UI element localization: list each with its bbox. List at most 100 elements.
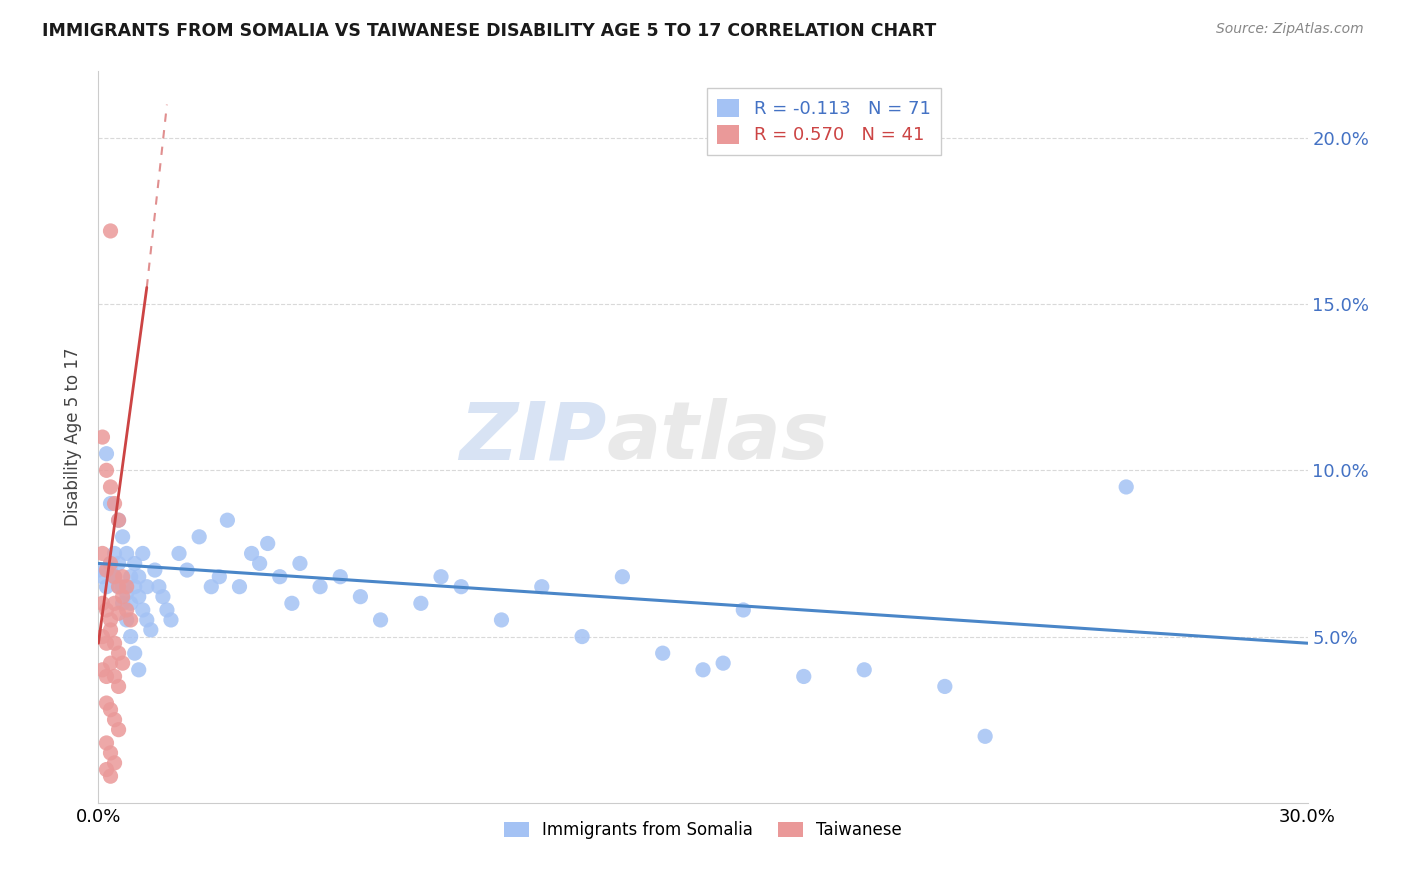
Point xyxy=(176,563,198,577)
Point xyxy=(160,613,183,627)
Point xyxy=(100,557,122,571)
Point xyxy=(208,570,231,584)
Point xyxy=(228,580,250,594)
Point xyxy=(103,570,125,584)
Point xyxy=(100,656,122,670)
Text: IMMIGRANTS FROM SOMALIA VS TAIWANESE DISABILITY AGE 5 TO 17 CORRELATION CHART: IMMIGRANTS FROM SOMALIA VS TAIWANESE DIS… xyxy=(42,22,936,40)
Point xyxy=(100,769,122,783)
Point xyxy=(132,546,155,560)
Text: ZIP: ZIP xyxy=(458,398,606,476)
Y-axis label: Disability Age 5 to 17: Disability Age 5 to 17 xyxy=(65,348,83,526)
Point xyxy=(156,603,179,617)
Point xyxy=(103,546,125,560)
Point xyxy=(200,580,222,594)
Point xyxy=(96,636,118,650)
Point xyxy=(188,530,211,544)
Point xyxy=(111,656,134,670)
Point xyxy=(111,590,134,604)
Point xyxy=(309,580,332,594)
Point xyxy=(256,536,278,550)
Point xyxy=(120,570,142,584)
Point xyxy=(139,623,162,637)
Point xyxy=(87,563,110,577)
Point xyxy=(115,580,138,594)
Point xyxy=(111,596,134,610)
Point xyxy=(329,570,352,584)
Point xyxy=(96,603,118,617)
Point xyxy=(124,580,146,594)
Point xyxy=(934,680,956,694)
Point xyxy=(128,570,150,584)
Point xyxy=(111,580,134,594)
Point xyxy=(143,563,166,577)
Point xyxy=(349,590,371,604)
Point xyxy=(100,557,122,571)
Point xyxy=(612,570,634,584)
Point xyxy=(269,570,291,584)
Point xyxy=(103,497,125,511)
Point xyxy=(217,513,239,527)
Point xyxy=(288,557,311,571)
Point xyxy=(96,696,118,710)
Point xyxy=(450,580,472,594)
Point xyxy=(100,480,122,494)
Point xyxy=(96,736,118,750)
Point xyxy=(91,570,114,584)
Point xyxy=(430,570,453,584)
Point xyxy=(107,557,129,571)
Point xyxy=(148,580,170,594)
Point xyxy=(107,513,129,527)
Point xyxy=(115,586,138,600)
Point xyxy=(240,546,263,560)
Point xyxy=(370,613,392,627)
Point xyxy=(530,580,553,594)
Point xyxy=(103,636,125,650)
Text: atlas: atlas xyxy=(606,398,830,476)
Point xyxy=(91,663,114,677)
Point xyxy=(135,580,157,594)
Point xyxy=(115,546,138,560)
Point xyxy=(128,590,150,604)
Point xyxy=(103,570,125,584)
Point xyxy=(793,669,815,683)
Text: Source: ZipAtlas.com: Source: ZipAtlas.com xyxy=(1216,22,1364,37)
Point xyxy=(100,746,122,760)
Point xyxy=(111,570,134,584)
Point xyxy=(96,447,118,461)
Point xyxy=(651,646,673,660)
Point xyxy=(692,663,714,677)
Point xyxy=(124,557,146,571)
Point xyxy=(103,756,125,770)
Point xyxy=(107,723,129,737)
Point xyxy=(120,630,142,644)
Point xyxy=(107,680,129,694)
Point xyxy=(107,580,129,594)
Point xyxy=(91,596,114,610)
Point xyxy=(91,430,114,444)
Point xyxy=(103,570,125,584)
Point xyxy=(96,763,118,777)
Point xyxy=(107,646,129,660)
Point xyxy=(132,603,155,617)
Point xyxy=(107,607,129,621)
Point xyxy=(96,580,118,594)
Point xyxy=(128,663,150,677)
Point xyxy=(91,546,114,560)
Point xyxy=(96,669,118,683)
Point xyxy=(1115,480,1137,494)
Legend: Immigrants from Somalia, Taiwanese: Immigrants from Somalia, Taiwanese xyxy=(498,814,908,846)
Point xyxy=(107,580,129,594)
Point xyxy=(100,224,122,238)
Point xyxy=(167,546,190,560)
Point xyxy=(100,613,122,627)
Point xyxy=(100,703,122,717)
Point xyxy=(103,713,125,727)
Point xyxy=(100,563,122,577)
Point xyxy=(249,557,271,571)
Point xyxy=(120,596,142,610)
Point xyxy=(115,613,138,627)
Point xyxy=(409,596,432,610)
Point xyxy=(100,497,122,511)
Point xyxy=(281,596,304,610)
Point xyxy=(91,630,114,644)
